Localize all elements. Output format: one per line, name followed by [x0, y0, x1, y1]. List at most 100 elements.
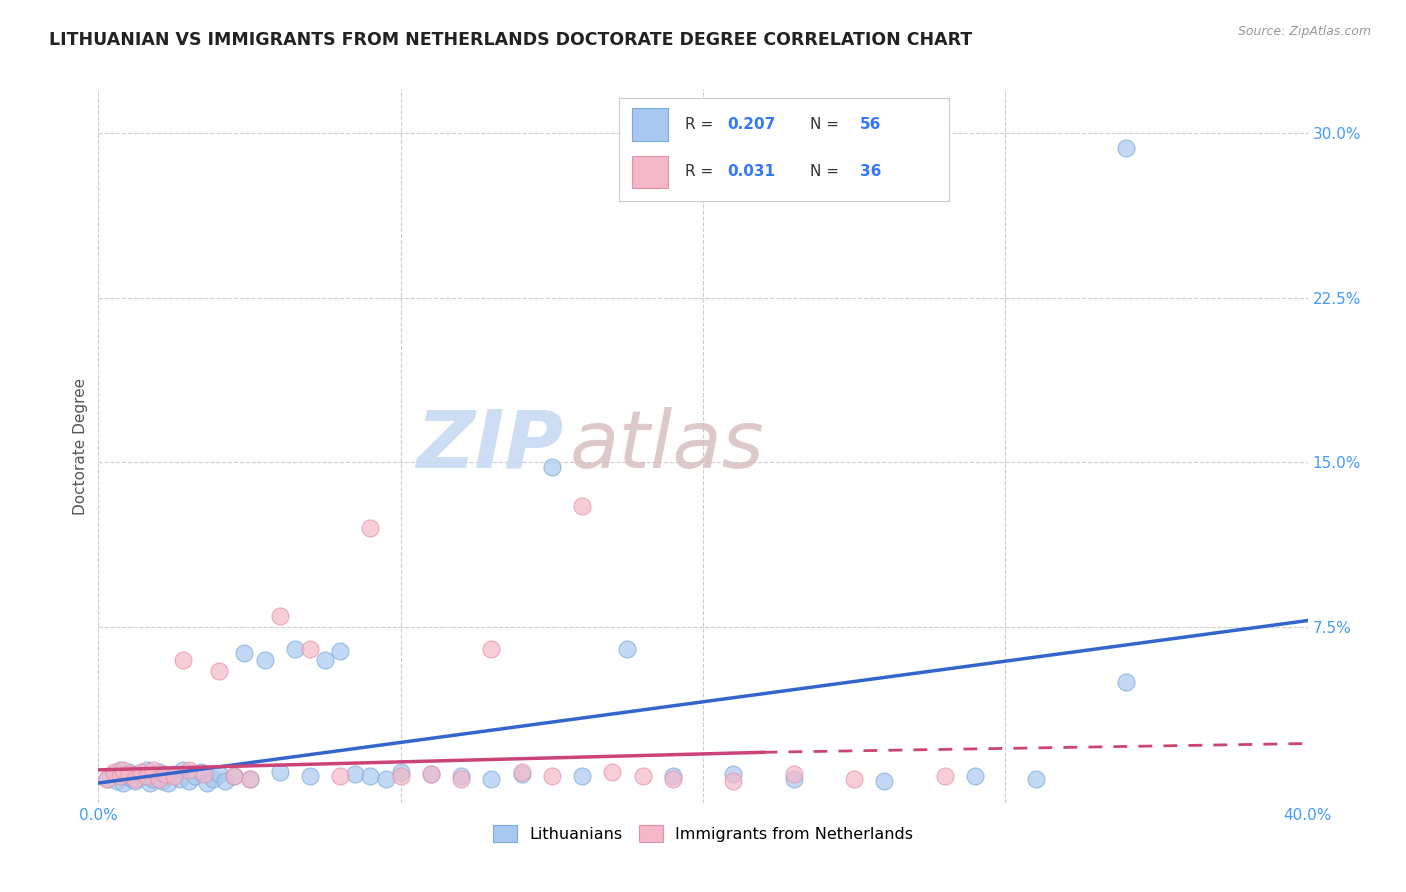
Point [873, 773, 896, 788]
Point [172, 763, 194, 777]
Point [179, 763, 201, 777]
Legend: Lithuanians, Immigrants from Netherlands: Lithuanians, Immigrants from Netherlands [486, 819, 920, 848]
Point [148, 772, 170, 786]
Point [111, 763, 134, 777]
Point [723, 767, 745, 781]
Point [108, 763, 131, 777]
Text: R =: R = [685, 164, 718, 179]
Point [96, 772, 118, 786]
Point [299, 642, 322, 657]
Point [232, 647, 254, 661]
Point [1115, 675, 1137, 690]
Point [329, 769, 352, 783]
Point [193, 767, 215, 781]
Point [284, 642, 307, 657]
Text: N =: N = [810, 117, 844, 132]
Text: ZIP: ZIP [416, 407, 564, 485]
Point [142, 763, 165, 777]
Point [124, 773, 146, 788]
Point [129, 765, 152, 780]
Point [121, 772, 143, 786]
Text: 0.031: 0.031 [728, 164, 776, 179]
Point [224, 769, 246, 783]
Point [420, 767, 443, 781]
Point [965, 769, 987, 783]
Point [389, 769, 412, 783]
Point [540, 769, 562, 783]
Text: R =: R = [685, 117, 718, 132]
Point [127, 767, 149, 781]
Point [103, 767, 125, 781]
Point [450, 772, 472, 786]
Point [214, 773, 236, 788]
Point [540, 459, 562, 474]
Point [783, 767, 806, 781]
Point [153, 769, 176, 783]
Point [135, 763, 157, 777]
Text: atlas: atlas [569, 407, 765, 485]
Point [374, 772, 396, 786]
Point [661, 769, 683, 783]
Point [169, 772, 191, 786]
Point [224, 769, 246, 783]
Point [934, 769, 956, 783]
Point [118, 767, 141, 781]
Bar [631, 155, 668, 188]
Point [299, 769, 322, 783]
Point [108, 769, 131, 783]
Point [269, 765, 291, 780]
Point [450, 769, 472, 783]
Point [1024, 772, 1046, 786]
Point [202, 772, 225, 786]
Point [163, 769, 186, 783]
Point [661, 772, 683, 786]
Point [510, 765, 533, 780]
Y-axis label: Doctorate Degree: Doctorate Degree [73, 377, 89, 515]
Point [135, 769, 157, 783]
Text: 56: 56 [860, 117, 882, 132]
Point [631, 769, 654, 783]
Point [481, 642, 503, 657]
Point [195, 776, 218, 790]
Point [253, 653, 276, 667]
Point [139, 776, 162, 790]
Point [571, 500, 593, 514]
Point [239, 772, 262, 786]
Point [314, 653, 336, 667]
Point [571, 769, 593, 783]
Point [179, 773, 201, 788]
Point [208, 767, 231, 781]
Point [142, 772, 165, 786]
Point [723, 773, 745, 788]
Point [172, 653, 194, 667]
Point [269, 609, 291, 624]
Point [481, 772, 503, 786]
Point [602, 765, 624, 780]
Point [208, 664, 231, 678]
Point [360, 769, 382, 783]
Point [96, 772, 118, 786]
Point [153, 767, 176, 781]
Point [783, 772, 806, 786]
Point [163, 767, 186, 781]
Point [114, 769, 136, 783]
Point [344, 767, 367, 781]
Point [103, 765, 125, 780]
Point [156, 776, 179, 790]
Point [111, 776, 134, 790]
Point [190, 765, 212, 780]
Bar [631, 108, 668, 141]
Point [844, 772, 866, 786]
Point [105, 773, 128, 788]
Point [184, 769, 207, 783]
Point [329, 644, 352, 658]
Point [124, 772, 146, 786]
Text: 36: 36 [860, 164, 882, 179]
Text: LITHUANIAN VS IMMIGRANTS FROM NETHERLANDS DOCTORATE DEGREE CORRELATION CHART: LITHUANIAN VS IMMIGRANTS FROM NETHERLAND… [49, 31, 973, 49]
Point [616, 642, 638, 657]
Point [118, 765, 141, 780]
Point [150, 773, 173, 788]
Text: N =: N = [810, 164, 844, 179]
Text: 0.207: 0.207 [728, 117, 776, 132]
Point [239, 772, 262, 786]
